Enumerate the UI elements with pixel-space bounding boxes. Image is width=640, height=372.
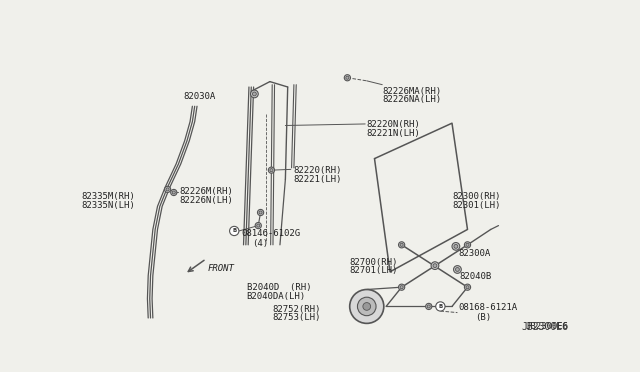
- Text: 82040B: 82040B: [460, 272, 492, 281]
- Text: 82335M(RH): 82335M(RH): [81, 192, 135, 202]
- Text: B2040DA(LH): B2040DA(LH): [246, 292, 306, 301]
- Circle shape: [399, 284, 404, 290]
- Circle shape: [363, 302, 371, 310]
- Circle shape: [257, 224, 260, 227]
- Circle shape: [465, 242, 470, 248]
- Text: JB2300E6: JB2300E6: [521, 322, 568, 332]
- Circle shape: [465, 284, 470, 290]
- Text: 82226N(LH): 82226N(LH): [179, 196, 233, 205]
- Text: 82753(LH): 82753(LH): [272, 313, 321, 323]
- Circle shape: [433, 264, 437, 267]
- Circle shape: [454, 266, 461, 273]
- Circle shape: [172, 191, 175, 194]
- Circle shape: [270, 169, 273, 172]
- Text: 82226NA(LH): 82226NA(LH): [382, 96, 442, 105]
- Text: 82752(RH): 82752(RH): [272, 305, 321, 314]
- Circle shape: [344, 75, 351, 81]
- Circle shape: [466, 286, 469, 289]
- Text: 82301(LH): 82301(LH): [452, 201, 500, 210]
- Circle shape: [230, 226, 239, 235]
- Circle shape: [252, 92, 256, 96]
- Text: 82226MA(RH): 82226MA(RH): [382, 87, 442, 96]
- Text: 82300(RH): 82300(RH): [452, 192, 500, 202]
- Circle shape: [255, 222, 261, 229]
- Circle shape: [466, 243, 469, 246]
- Circle shape: [400, 286, 403, 289]
- Circle shape: [400, 243, 403, 246]
- Text: 82226M(RH): 82226M(RH): [179, 187, 233, 196]
- Circle shape: [428, 305, 430, 308]
- Text: 08168-6121A: 08168-6121A: [458, 303, 517, 312]
- Text: FRONT: FRONT: [208, 264, 235, 273]
- Circle shape: [436, 302, 445, 311]
- Text: 82030A: 82030A: [184, 92, 216, 102]
- Text: 82221(LH): 82221(LH): [293, 175, 342, 184]
- Circle shape: [257, 209, 264, 216]
- Circle shape: [454, 244, 458, 248]
- Circle shape: [250, 90, 259, 98]
- Circle shape: [426, 303, 432, 310]
- Circle shape: [431, 262, 439, 269]
- Text: 82221N(LH): 82221N(LH): [367, 129, 420, 138]
- Circle shape: [349, 289, 384, 323]
- Circle shape: [268, 167, 275, 173]
- Circle shape: [259, 211, 262, 214]
- Circle shape: [346, 76, 349, 79]
- Circle shape: [164, 186, 171, 192]
- Text: B: B: [438, 304, 442, 309]
- Text: 82700(RH): 82700(RH): [349, 258, 398, 267]
- Text: 08146-6102G: 08146-6102G: [241, 230, 300, 238]
- Text: 82220(RH): 82220(RH): [293, 166, 342, 175]
- Circle shape: [456, 267, 460, 272]
- Circle shape: [358, 297, 376, 316]
- Circle shape: [166, 188, 169, 191]
- Text: (B): (B): [476, 312, 492, 322]
- Text: 82300A: 82300A: [458, 249, 490, 258]
- Text: (4): (4): [252, 239, 268, 248]
- Text: 82220N(RH): 82220N(RH): [367, 120, 420, 129]
- Text: 82335N(LH): 82335N(LH): [81, 201, 135, 210]
- Text: B2040D  (RH): B2040D (RH): [246, 283, 311, 292]
- Text: B: B: [232, 228, 236, 234]
- Text: JB2300E6: JB2300E6: [525, 322, 568, 331]
- Circle shape: [171, 189, 177, 196]
- Text: 82701(LH): 82701(LH): [349, 266, 398, 275]
- Circle shape: [399, 242, 404, 248]
- Circle shape: [452, 243, 460, 250]
